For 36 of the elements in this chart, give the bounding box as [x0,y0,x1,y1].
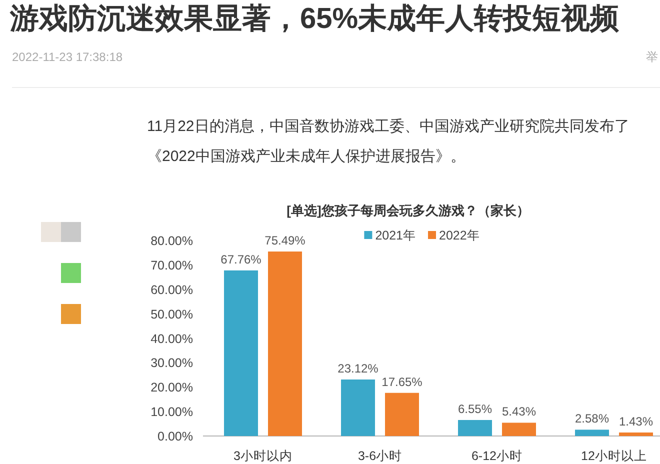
y-tick-label: 0.00% [158,430,193,444]
y-tick-label: 60.00% [150,282,193,297]
x-tick-label: 3小时以内 [234,449,292,463]
bar [619,432,653,436]
y-tick-label: 50.00% [150,307,193,322]
annotation: 举 [646,49,658,65]
y-tick-label: 80.00% [150,234,193,248]
data-label: 2.58% [574,412,610,426]
bar [385,392,419,436]
data-label: 23.12% [338,362,379,376]
x-tick-label: 12小时以上 [581,449,647,463]
bar [341,380,375,436]
data-label: 6.55% [458,402,492,416]
y-tick-label: 40.00% [150,332,193,346]
legend-label: 2022年 [439,228,480,242]
x-tick-label: 3-6小时 [358,449,402,463]
legend-label: 2021年 [375,228,416,242]
data-label: 67.76% [220,252,262,266]
bar [575,430,609,436]
data-label: 5.43% [502,404,536,419]
x-tick-label: 6-12小时 [471,449,523,463]
annotation: 游戏防沉迷效果显著，65%未成年人转投短视频 [10,2,620,36]
chart-title: [单选]您孩子每周会玩多久游戏？（家长） [286,203,530,218]
y-tick-label: 20.00% [150,380,193,395]
data-label: 75.49% [264,234,306,248]
bar [224,270,258,436]
annotation: 11月22日的消息，中国音数协游戏工委、中国游戏产业研究院共同发布了《2022中国游戏产业未成年人保护进展报告》。 [147,117,630,167]
y-tick-label: 70.00% [150,258,193,272]
annotation: 2022-11-23 17:38:18 [12,49,123,65]
bar [268,252,302,436]
bar [502,422,536,436]
y-tick-label: 30.00% [150,356,193,370]
data-label: 17.65% [382,374,423,389]
y-tick-label: 10.00% [150,405,193,420]
data-label: 1.43% [618,414,654,429]
bar [458,420,492,436]
